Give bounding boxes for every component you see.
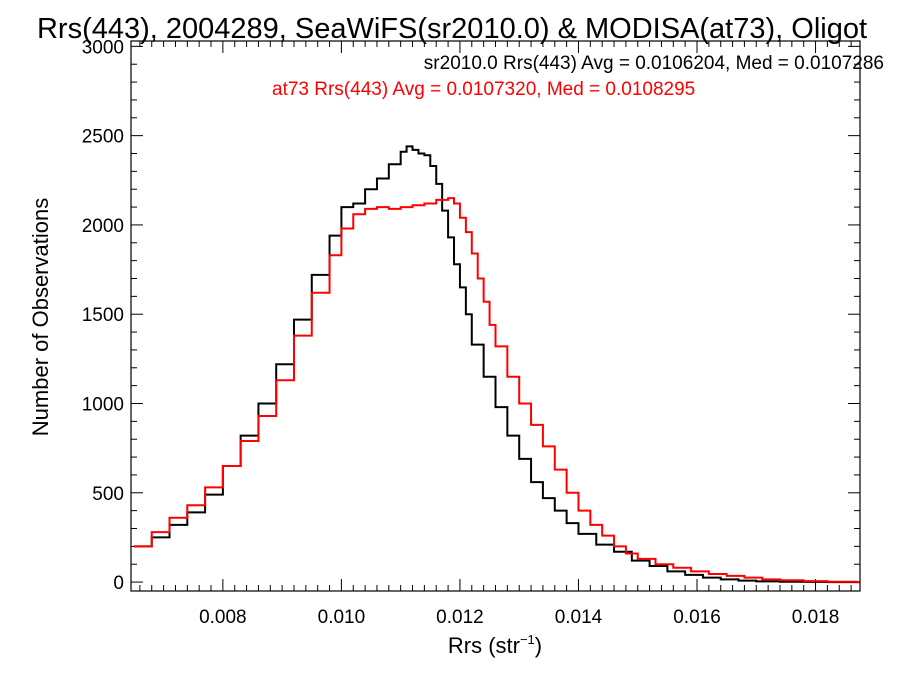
y-axis-label: Number of Observations — [28, 198, 53, 436]
x-tick-label: 0.014 — [555, 607, 603, 628]
axis-ticks: 0.008 0.010 0.012 0.014 0.016 0.018 0 500 1000 15… — [82, 37, 860, 628]
chart-title: Rrs(443), 2004289, SeaWiFS(sr2010.0) & M… — [37, 13, 867, 45]
legend-entry-series-2: at73 Rrs(443) Avg = 0.0107320, Med = 0.0… — [272, 79, 695, 100]
series-line-1 — [133, 145, 860, 584]
series-layer — [133, 145, 860, 584]
y-tick-label: 0 — [113, 573, 124, 594]
y-tick-label: 3000 — [82, 37, 124, 58]
y-tick-label: 1000 — [82, 395, 124, 416]
y-tick-label: 2000 — [82, 216, 124, 237]
x-axis-label: Rrs (str−1) — [448, 632, 542, 658]
y-tick-label: 2500 — [82, 127, 124, 148]
x-tick-label: 0.010 — [318, 607, 366, 628]
y-tick-label: 500 — [92, 484, 124, 505]
x-axis-label-superscript: −1 — [520, 632, 535, 647]
x-tick-label: 0.016 — [673, 607, 721, 628]
x-tick-label: 0.018 — [792, 607, 840, 628]
x-tick-label: 0.012 — [436, 607, 484, 628]
series-line-2 — [133, 197, 860, 584]
x-axis-label-close: ) — [535, 633, 542, 658]
plot-frame — [130, 40, 861, 592]
x-tick-label: 0.008 — [199, 607, 247, 628]
legend-entry-series-1: sr2010.0 Rrs(443) Avg = 0.0106204, Med =… — [424, 53, 884, 74]
y-tick-label: 1500 — [82, 305, 124, 326]
x-axis-label-main: Rrs (str — [448, 633, 520, 658]
